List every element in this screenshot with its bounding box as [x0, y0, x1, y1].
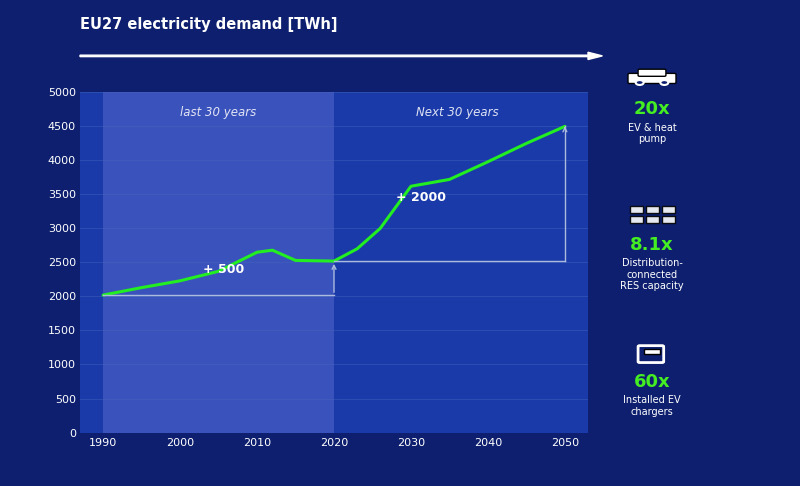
Text: EV & heat
pump: EV & heat pump — [628, 123, 676, 144]
Text: Distribution-
connected
RES capacity: Distribution- connected RES capacity — [620, 258, 684, 291]
Bar — [103, 92, 334, 433]
Text: 20x: 20x — [634, 100, 670, 119]
Text: last 30 years: last 30 years — [181, 106, 257, 119]
Text: Installed EV
chargers: Installed EV chargers — [623, 395, 681, 417]
Text: EU27 electricity demand [TWh]: EU27 electricity demand [TWh] — [80, 17, 338, 32]
Text: Next 30 years: Next 30 years — [416, 106, 498, 119]
Text: + 500: + 500 — [203, 262, 245, 276]
Text: + 2000: + 2000 — [395, 191, 446, 204]
Text: 60x: 60x — [634, 372, 670, 391]
Text: 8.1x: 8.1x — [630, 236, 674, 255]
